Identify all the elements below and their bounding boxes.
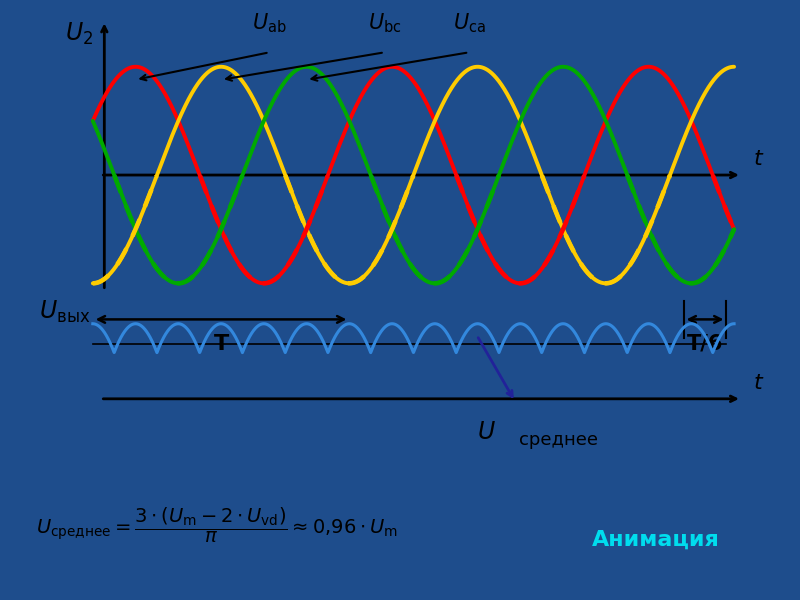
Text: T/6: T/6 [687,334,723,354]
Text: $t$: $t$ [754,149,765,169]
Text: $U_{\rm среднее} = \dfrac{3 \cdot \left(U_{\rm m} - 2 \cdot U_{\rm vd}\right)}{\: $U_{\rm среднее} = \dfrac{3 \cdot \left(… [37,506,398,545]
Text: $U_{\mathrm{ab}}$: $U_{\mathrm{ab}}$ [252,11,287,35]
Text: $U_{\mathrm{вых}}$: $U_{\mathrm{вых}}$ [39,299,90,325]
Text: $U$: $U$ [477,421,496,445]
Text: $U_2$: $U_2$ [65,20,93,47]
Text: $U_{\mathrm{bc}}$: $U_{\mathrm{bc}}$ [368,11,402,35]
Text: $t$: $t$ [754,373,765,393]
Text: Анимация: Анимация [592,530,720,550]
Text: T: T [214,334,229,354]
Text: $U_{\mathrm{ca}}$: $U_{\mathrm{ca}}$ [453,11,486,35]
Text: среднее: среднее [519,431,598,449]
